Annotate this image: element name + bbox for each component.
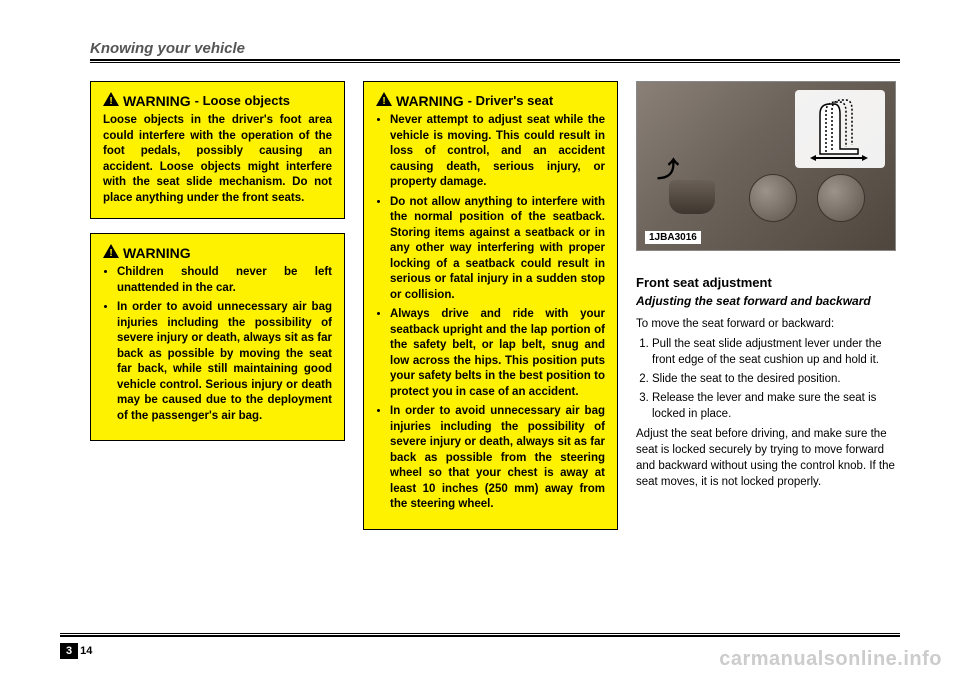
warning-label: WARNING: [396, 93, 464, 109]
warning-icon: !: [103, 244, 119, 261]
step-item: Release the lever and make sure the seat…: [652, 390, 896, 422]
svg-text:!: !: [109, 96, 112, 106]
outro-text: Adjust the seat before driving, and make…: [636, 426, 896, 490]
photo-reference-label: 1JBA3016: [645, 231, 701, 244]
warning-subtitle: - Driver's seat: [468, 93, 553, 108]
adjustment-text-block: Front seat adjustment Adjusting the seat…: [636, 265, 896, 491]
watermark-text: carmanualsonline.info: [719, 648, 942, 671]
warning-item: Always drive and ride with your seatback…: [390, 307, 605, 400]
warning-body: Loose objects in the driver's foot area …: [103, 113, 332, 206]
column-2: ! WARNING - Driver's seat Never attempt …: [363, 81, 618, 530]
step-item: Slide the seat to the desired position.: [652, 371, 896, 387]
warning-item: In order to avoid unnecessary air bag in…: [117, 300, 332, 424]
warning-item: Children should never be left unattended…: [117, 265, 332, 296]
warning-item: In order to avoid unnecessary air bag in…: [390, 404, 605, 513]
step-item: Pull the seat slide adjustment lever und…: [652, 336, 896, 368]
seat-adjustment-photo: ⤴ 1JBA3016: [636, 81, 896, 251]
warning-title: ! WARNING - Driver's seat: [376, 92, 605, 109]
svg-text:!: !: [109, 248, 112, 258]
svg-text:!: !: [382, 96, 385, 106]
warning-item: Do not allow anything to interfere with …: [390, 195, 605, 304]
warning-drivers-seat: ! WARNING - Driver's seat Never attempt …: [363, 81, 618, 530]
column-3: ⤴ 1JBA3016: [636, 81, 896, 530]
warning-title: ! WARNING: [103, 244, 332, 261]
body-text: To move the seat forward or backward: Pu…: [636, 316, 896, 491]
warning-subtitle: - Loose objects: [195, 93, 290, 108]
warning-icon: !: [103, 92, 119, 109]
warning-body: Never attempt to adjust seat while the v…: [376, 113, 605, 513]
footer-rule-thick: [60, 635, 900, 637]
section-header: Knowing your vehicle: [90, 40, 900, 57]
column-1: ! WARNING - Loose objects Loose objects …: [90, 81, 345, 530]
chapter-number: 3: [60, 643, 78, 659]
header-rule-thick: [90, 59, 900, 61]
warning-loose-objects: ! WARNING - Loose objects Loose objects …: [90, 81, 345, 219]
warning-children-airbag: ! WARNING Children should never be left …: [90, 233, 345, 441]
section-title: Front seat adjustment: [636, 275, 896, 290]
warning-body: Children should never be left unattended…: [103, 265, 332, 424]
manual-page: Knowing your vehicle ! WARNING - Loose o…: [0, 0, 960, 679]
content-columns: ! WARNING - Loose objects Loose objects …: [90, 81, 900, 530]
seat-diagram-inset: [795, 90, 885, 168]
page-number: 14: [80, 645, 92, 657]
footer-rule-thin: [60, 633, 900, 634]
warning-item: Never attempt to adjust seat while the v…: [390, 113, 605, 191]
seat-knob-graphic: [749, 174, 797, 222]
arrow-icon: ⤴: [657, 152, 679, 184]
header-rule-thin: [90, 62, 900, 63]
intro-text: To move the seat forward or backward:: [636, 316, 896, 332]
warning-title: ! WARNING - Loose objects: [103, 92, 332, 109]
section-subtitle: Adjusting the seat forward and backward: [636, 294, 896, 310]
warning-label: WARNING: [123, 93, 191, 109]
seat-lever-graphic: [669, 180, 715, 214]
warning-label: WARNING: [123, 245, 191, 261]
warning-icon: !: [376, 92, 392, 109]
seat-knob-graphic: [817, 174, 865, 222]
